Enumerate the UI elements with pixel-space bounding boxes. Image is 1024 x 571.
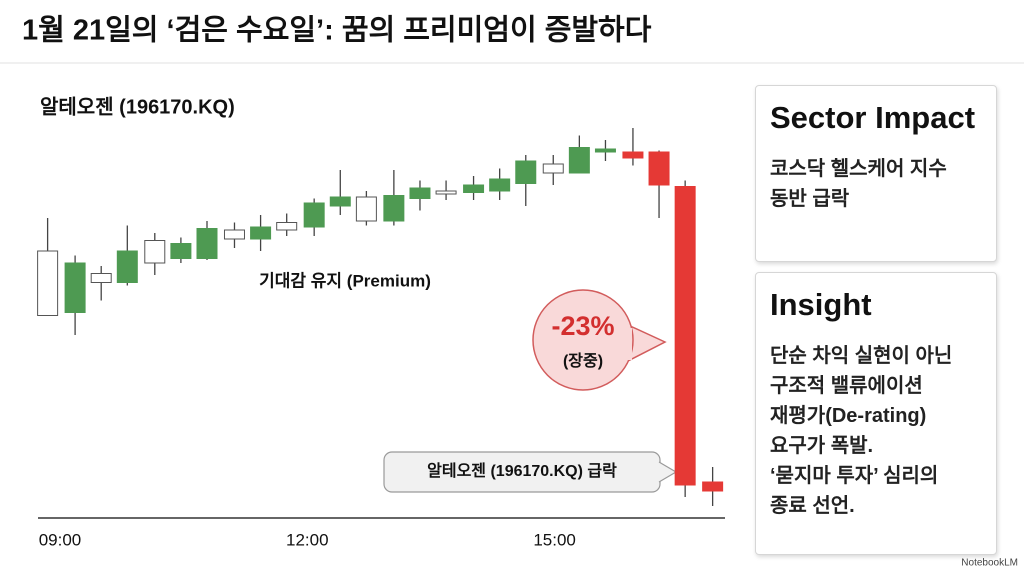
callout-text: 알테오젠 (196170.KQ) 급락 xyxy=(427,461,617,480)
panel-line: 요구가 폭발. xyxy=(770,435,874,457)
bubble-note: (장중) xyxy=(563,352,603,370)
candle-body xyxy=(542,163,564,174)
bubble xyxy=(532,289,634,391)
footer-brand: NotebookLM xyxy=(961,558,1018,569)
panel-title: Sector Impact xyxy=(770,100,976,135)
candle-body xyxy=(383,195,405,222)
candle-body xyxy=(223,229,245,240)
candle-body xyxy=(144,240,166,264)
panel-line: 종료 선언. xyxy=(770,495,855,517)
panel-title: Insight xyxy=(770,287,872,322)
candle-body xyxy=(463,184,485,193)
panel-line: ‘묻지마 투자’ 심리의 xyxy=(770,465,939,487)
panel-line: 구조적 밸류에이션 xyxy=(770,375,923,397)
panel-line: 재평가(De-rating) xyxy=(770,405,927,427)
candle-body xyxy=(355,196,377,222)
panel-line: 동반 급락 xyxy=(770,188,850,210)
candle-body xyxy=(674,186,696,486)
candle-body xyxy=(435,190,457,195)
candle-body xyxy=(489,178,511,192)
candle-body xyxy=(64,262,86,313)
panel-line: 코스닥 헬스케어 지수 xyxy=(770,158,947,180)
candle-body xyxy=(90,273,112,283)
candle-body xyxy=(622,151,644,159)
candle-body xyxy=(170,243,192,259)
candle-body xyxy=(250,226,272,240)
chart-title: 알테오젠 (196170.KQ) xyxy=(40,95,235,118)
candle-body xyxy=(303,202,325,228)
insight-panel: Insight 단순 차익 실현이 아닌 구조적 밸류에이션 재평가(De-ra… xyxy=(755,272,997,555)
bubble-value: -23% xyxy=(551,311,614,341)
annotation: 기대감 유지 (Premium) xyxy=(259,271,431,290)
x-tick-label: 09:00 xyxy=(39,530,82,549)
x-tick-label: 15:00 xyxy=(533,530,576,549)
candle-body xyxy=(276,222,298,231)
callout-pointer xyxy=(658,461,678,483)
page-title: 1월 21일의 ‘검은 수요일’: 꿈의 프리미엄이 증발하다 xyxy=(22,14,652,47)
candle-body xyxy=(409,187,431,199)
candle-body xyxy=(37,250,59,316)
candle-body xyxy=(702,481,724,492)
candle-body xyxy=(594,148,616,153)
sector-panel: Sector Impact 코스닥 헬스케어 지수 동반 급락 xyxy=(755,85,997,262)
candle-body xyxy=(196,228,218,259)
candle-body xyxy=(568,147,590,174)
candle-body xyxy=(116,250,138,283)
bubble-joint xyxy=(620,328,632,360)
x-tick-label: 12:00 xyxy=(286,530,329,549)
candle-body xyxy=(515,160,537,184)
candle-body xyxy=(648,151,670,186)
panel-line: 단순 차익 실현이 아닌 xyxy=(770,345,953,367)
candle-body xyxy=(329,196,351,207)
